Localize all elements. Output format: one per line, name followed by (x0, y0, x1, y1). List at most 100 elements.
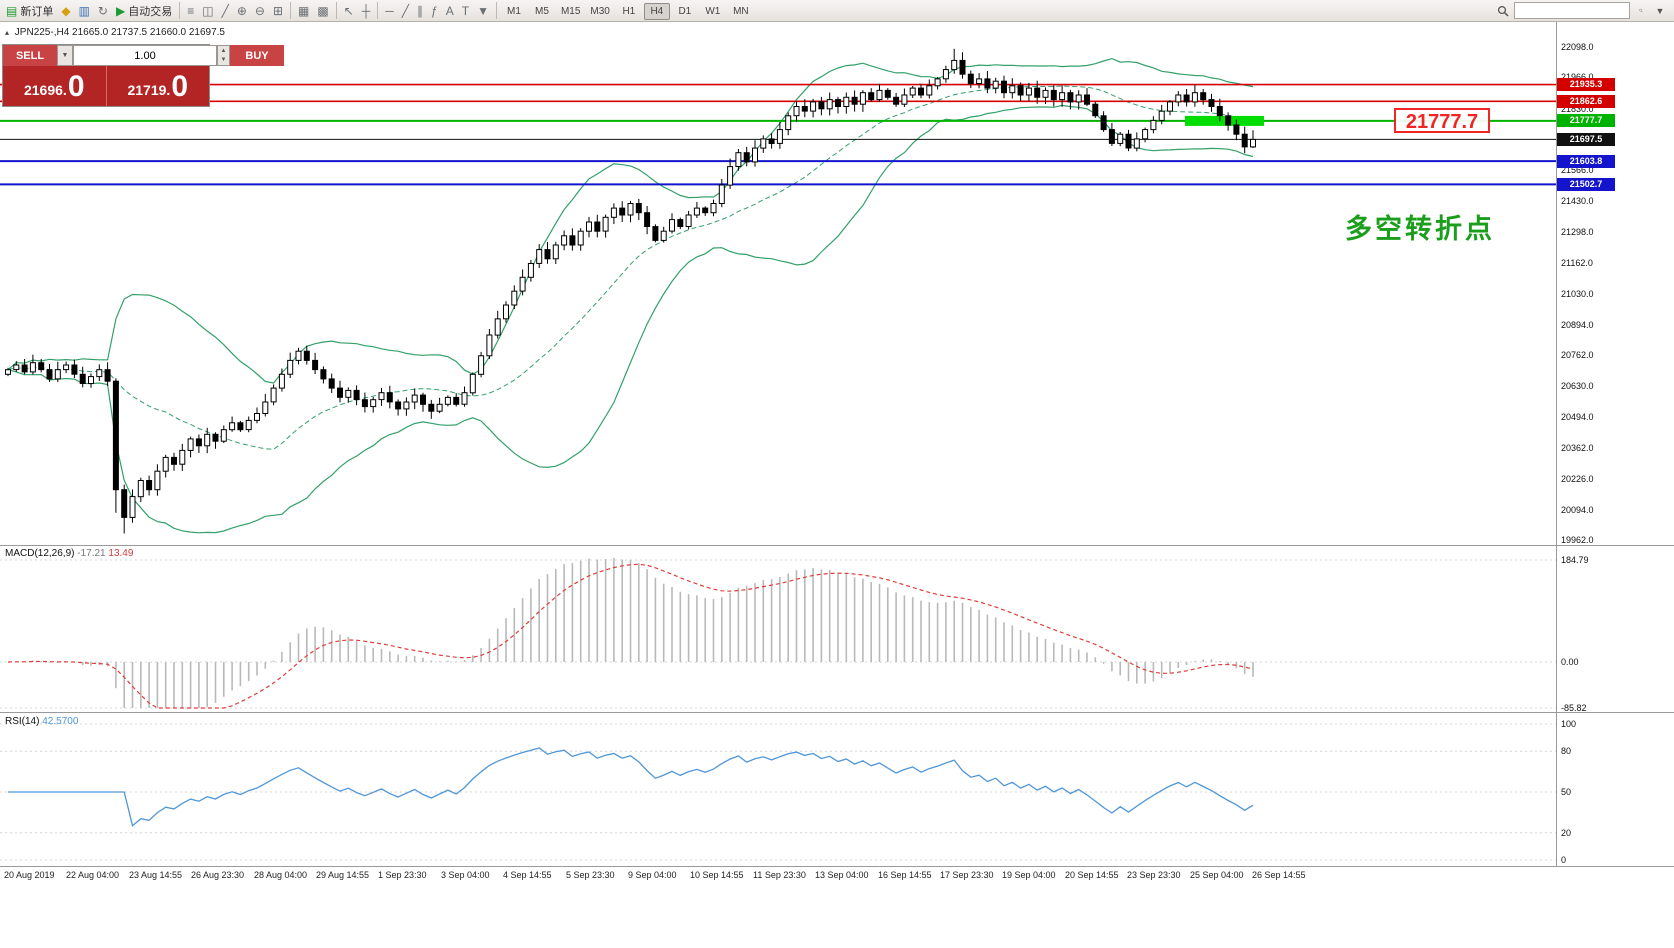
time-tick: 13 Sep 04:00 (815, 870, 869, 880)
timeframe-button-MN[interactable]: MN (733, 6, 749, 17)
sell-button[interactable]: SELL (3, 45, 57, 66)
panel-divider[interactable] (0, 712, 1674, 713)
volume-stepper[interactable]: ▲ ▼ (217, 45, 230, 66)
symbol-ohlc: 21665.0 21737.5 21660.0 21697.5 (72, 27, 225, 38)
rsi-tick: 100 (1561, 719, 1577, 729)
sell-price-small: 21696. (23, 82, 67, 98)
arrows-tool-button[interactable]: ▼ (473, 1, 493, 20)
cursor-icon: ↖ (343, 3, 354, 18)
macd-name: MACD(12,26,9) (5, 548, 75, 559)
time-tick: 19 Sep 04:00 (1002, 870, 1056, 880)
fibonacci-button[interactable]: ƒ (427, 1, 442, 20)
new-order-label: 新订单 (20, 5, 54, 18)
timeframe-toolbar: M1 M5 M15 M30 H1 H4 D1 W1 MN (500, 1, 755, 20)
channel-button[interactable]: ∥ (413, 1, 427, 20)
price-tag-21603.8: 21603.8 (1557, 154, 1615, 168)
bar-chart-icon: ≡ (187, 3, 195, 18)
timeframe-button-D1[interactable]: D1 (678, 6, 692, 17)
time-tick: 5 Sep 23:30 (566, 870, 615, 880)
objects-list-button[interactable]: ▩ (313, 1, 332, 20)
search-input[interactable] (1514, 2, 1630, 19)
toolbar-separator (495, 2, 497, 19)
time-tick: 26 Sep 14:55 (1252, 870, 1306, 880)
cursor-button[interactable]: ↖ (340, 1, 358, 20)
rsi-canvas[interactable] (0, 714, 1556, 865)
price-tick: 21430.0 (1561, 196, 1594, 207)
time-tick: 3 Sep 04:00 (441, 870, 490, 880)
macd-label-line: MACD(12,26,9) -17.21 13.49 (5, 548, 133, 559)
refresh-icon: ↻ (97, 3, 108, 18)
chart-candles-button[interactable]: ◫ (198, 1, 217, 20)
sell-price-big: 0 (67, 70, 85, 103)
price-tick: 21298.0 (1561, 226, 1594, 237)
rsi-tick: 0 (1561, 855, 1567, 865)
rsi-tick: 50 (1561, 787, 1572, 797)
macd-tick: -85.82 (1561, 703, 1587, 713)
timeframe-button-M15[interactable]: M15 (560, 6, 581, 17)
price-tag-21777.7: 21777.7 (1557, 114, 1615, 128)
chart-bars-button[interactable]: ≡ (183, 1, 198, 20)
timeframe-button-H1[interactable]: H1 (622, 6, 636, 17)
time-axis-border (0, 866, 1674, 867)
time-tick: 20 Aug 2019 (4, 870, 55, 880)
price-tick: 20894.0 (1561, 319, 1594, 330)
price-tag-21862.6: 21862.6 (1557, 94, 1615, 108)
timeframe-button-M30[interactable]: M30 (590, 6, 610, 17)
time-tick: 22 Aug 04:00 (66, 870, 120, 880)
refresh-button[interactable]: ↻ (94, 1, 112, 20)
volume-input[interactable] (73, 45, 217, 66)
time-tick: 23 Aug 14:55 (129, 870, 183, 880)
time-tick: 28 Aug 04:00 (254, 870, 308, 880)
trendline-button[interactable]: ╱ (398, 1, 413, 20)
price-callout-label[interactable]: 21777.7 (1394, 108, 1490, 133)
search-options-button[interactable]: ▼ (1652, 3, 1668, 19)
volume-dropdown-button[interactable]: ▼ (57, 45, 73, 66)
turning-point-note[interactable]: 多空转折点 (1345, 214, 1495, 244)
price-tick: 21966.0 (1561, 72, 1594, 82)
macd-canvas[interactable] (0, 547, 1556, 712)
timeframe-button-H4[interactable]: H4 (643, 3, 670, 20)
profiles-button[interactable]: ▥ (75, 1, 94, 20)
symbol-name: JPN225-,H4 (14, 27, 70, 38)
rsi-tick: 80 (1561, 746, 1572, 757)
sell-price-display[interactable]: 21696. 0 (3, 66, 107, 106)
volume-down-icon[interactable]: ▼ (220, 57, 227, 64)
tile-windows-button[interactable]: ⊞ (269, 1, 287, 20)
new-order-icon: ▤ (6, 3, 18, 18)
horizontal-line-icon: ─ (385, 3, 394, 18)
one-click-collapse-arrow[interactable]: ▴ (5, 28, 10, 37)
panel-divider[interactable] (0, 545, 1674, 546)
chart-line-button[interactable]: ╱ (218, 1, 233, 20)
search-go-button[interactable] (1633, 3, 1649, 19)
price-chart-canvas[interactable] (0, 22, 1556, 545)
timeframe-button-M5[interactable]: M5 (535, 6, 549, 17)
price-tick: 21830.0 (1561, 103, 1594, 114)
zoom-out-icon: ⊖ (254, 3, 265, 18)
buy-price-display[interactable]: 21719. 0 (107, 66, 210, 106)
zoom-out-button[interactable]: ⊖ (251, 1, 269, 20)
price-tick: 22098.0 (1561, 42, 1594, 52)
time-tick: 17 Sep 23:30 (940, 870, 994, 880)
horizontal-line-button[interactable]: ─ (381, 1, 398, 20)
favorites-button[interactable]: ◆ (57, 1, 74, 20)
price-tag-21697.5: 21697.5 (1557, 132, 1615, 146)
profiles-icon: ▥ (78, 3, 90, 18)
rsi-name: RSI(14) (5, 716, 40, 727)
buy-button[interactable]: BUY (230, 45, 284, 66)
label-tool-icon: T (461, 3, 470, 18)
zoom-in-button[interactable]: ⊕ (233, 1, 251, 20)
label-tool-button[interactable]: T (458, 1, 473, 20)
autotrading-button[interactable]: ▶ 自动交易 (112, 1, 176, 20)
text-tool-button[interactable]: A (442, 1, 458, 20)
price-tick: 21030.0 (1561, 288, 1594, 299)
new-order-button[interactable]: ▤ 新订单 (2, 1, 57, 20)
volume-up-icon[interactable]: ▲ (220, 47, 227, 54)
price-tick: 20226.0 (1561, 474, 1594, 485)
timeframe-button-M1[interactable]: M1 (507, 6, 521, 17)
timeframe-button-W1[interactable]: W1 (705, 6, 721, 17)
crosshair-button[interactable]: ┼ (358, 1, 375, 20)
indicators-button[interactable]: ▦ (294, 1, 313, 20)
macd-tick: 0.00 (1561, 657, 1579, 667)
time-tick: 23 Sep 23:30 (1127, 870, 1181, 880)
